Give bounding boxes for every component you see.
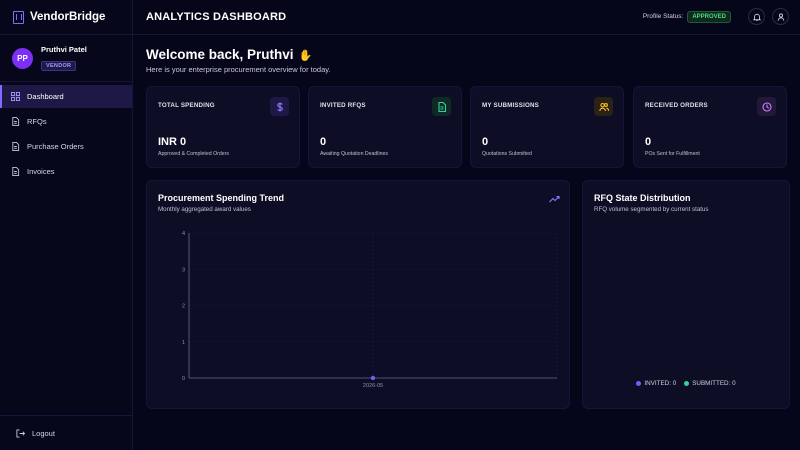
welcome-subtitle: Here is your enterprise procurement over… xyxy=(146,65,331,74)
stat-subtitle: POs Sent for Fulfillment xyxy=(645,151,700,157)
profile-status-label: Profile Status: xyxy=(642,13,684,20)
status-badge: APPROVED xyxy=(687,10,731,23)
sidebar-item-rfqs[interactable]: RFQs xyxy=(0,110,132,133)
sidebar-item-invoices[interactable]: Invoices xyxy=(0,160,132,183)
sidebar-item-label: Dashboard xyxy=(27,92,64,101)
stat-value: INR 0 xyxy=(158,136,187,148)
sidebar-item-purchase-orders[interactable]: Purchase Orders xyxy=(0,135,132,158)
legend-item-invited[interactable]: INVITED: 0 xyxy=(636,380,676,387)
main-content: Welcome back, Pruthvi ✋ Here is your ente… xyxy=(133,35,800,450)
logout-button[interactable]: Logout xyxy=(0,415,133,450)
users-icon xyxy=(594,97,613,116)
welcome-heading: Welcome back, Pruthvi ✋ xyxy=(146,47,312,62)
user-icon xyxy=(777,13,784,21)
stat-label: RECEIVED ORDERS xyxy=(645,102,708,109)
welcome-text: Welcome back, Pruthvi xyxy=(146,47,294,62)
panel-title: Procurement Spending Trend xyxy=(158,193,285,203)
user-profile: PP Pruthvi Patel VENDOR xyxy=(0,35,132,82)
stat-value: 0 xyxy=(482,136,489,148)
stat-label: TOTAL SPENDING xyxy=(158,102,215,109)
stat-card-received-orders: RECEIVED ORDERS 0 POs Sent for Fulfillme… xyxy=(633,86,787,168)
sidebar: VendorBridge PP Pruthvi Patel VENDOR Das… xyxy=(0,0,133,450)
stat-value: 0 xyxy=(645,136,652,148)
legend-dot xyxy=(684,381,690,386)
spending-trend-chart: 0 1 2 3 4 2026-05 xyxy=(182,231,558,389)
document-icon xyxy=(11,142,20,151)
bell-icon xyxy=(752,13,761,21)
logout-icon xyxy=(16,428,25,438)
legend-item-submitted[interactable]: SUBMITTED: 0 xyxy=(684,380,736,387)
brand-name: VendorBridge xyxy=(30,11,106,23)
file-icon xyxy=(432,97,451,116)
user-name: Pruthvi Patel xyxy=(41,44,87,54)
panel-title: RFQ State Distribution xyxy=(594,193,691,203)
page-title: ANALYTICS DASHBOARD xyxy=(146,11,287,23)
stat-card-my-submissions: MY SUBMISSIONS 0 Quotations Submitted xyxy=(470,86,624,168)
dashboard-icon xyxy=(11,92,20,101)
y-tick-label: 0 xyxy=(182,376,185,382)
logout-label: Logout xyxy=(32,428,55,438)
legend-dot xyxy=(636,381,642,386)
document-icon xyxy=(11,167,20,176)
clock-icon xyxy=(757,97,776,116)
sidebar-nav: Dashboard RFQs Purchase Orders Invoices xyxy=(0,85,132,183)
stat-subtitle: Quotations Submitted xyxy=(482,151,532,157)
y-tick-label: 4 xyxy=(182,231,185,237)
sidebar-item-label: RFQs xyxy=(27,117,47,126)
spending-trend-panel: Procurement Spending Trend Monthly aggre… xyxy=(146,180,570,409)
sidebar-item-label: Purchase Orders xyxy=(27,142,84,151)
top-bar: ANALYTICS DASHBOARD Profile Status: APPR… xyxy=(133,0,800,35)
brand[interactable]: VendorBridge xyxy=(0,0,132,35)
y-tick-label: 1 xyxy=(182,340,185,346)
stat-value: 0 xyxy=(320,136,327,148)
y-tick-label: 3 xyxy=(182,267,185,273)
legend-label: SUBMITTED: 0 xyxy=(692,380,736,387)
stat-card-invited-rfqs: INVITED RFQS 0 Awaiting Quotation Deadli… xyxy=(308,86,462,168)
trending-up-icon xyxy=(549,195,560,203)
stat-card-total-spending: TOTAL SPENDING INR 0 Approved & Complete… xyxy=(146,86,300,168)
dollar-icon xyxy=(270,97,289,116)
user-menu-button[interactable] xyxy=(772,8,789,25)
panel-subtitle: RFQ volume segmented by current status xyxy=(594,206,709,213)
sidebar-item-dashboard[interactable]: Dashboard xyxy=(0,85,132,108)
building-icon xyxy=(13,10,24,24)
y-tick-label: 2 xyxy=(182,304,185,310)
avatar: PP xyxy=(12,47,33,69)
chart-legend: INVITED: 0 SUBMITTED: 0 xyxy=(583,380,789,387)
panel-subtitle: Monthly aggregated award values xyxy=(158,206,251,213)
sidebar-item-label: Invoices xyxy=(27,167,55,176)
legend-label: INVITED: 0 xyxy=(644,380,677,387)
stat-subtitle: Awaiting Quotation Deadlines xyxy=(320,151,388,157)
data-point xyxy=(370,375,376,381)
stat-label: MY SUBMISSIONS xyxy=(482,102,540,109)
role-badge: VENDOR xyxy=(41,60,77,71)
stat-subtitle: Approved & Completed Orders xyxy=(158,151,229,157)
x-tick-label: 2026-05 xyxy=(363,383,383,389)
notifications-button[interactable] xyxy=(748,8,765,25)
rfq-distribution-panel: RFQ State Distribution RFQ volume segmen… xyxy=(582,180,790,409)
stat-label: INVITED RFQS xyxy=(320,102,366,109)
waving-hand-icon: ✋ xyxy=(298,50,313,62)
document-icon xyxy=(11,117,20,126)
